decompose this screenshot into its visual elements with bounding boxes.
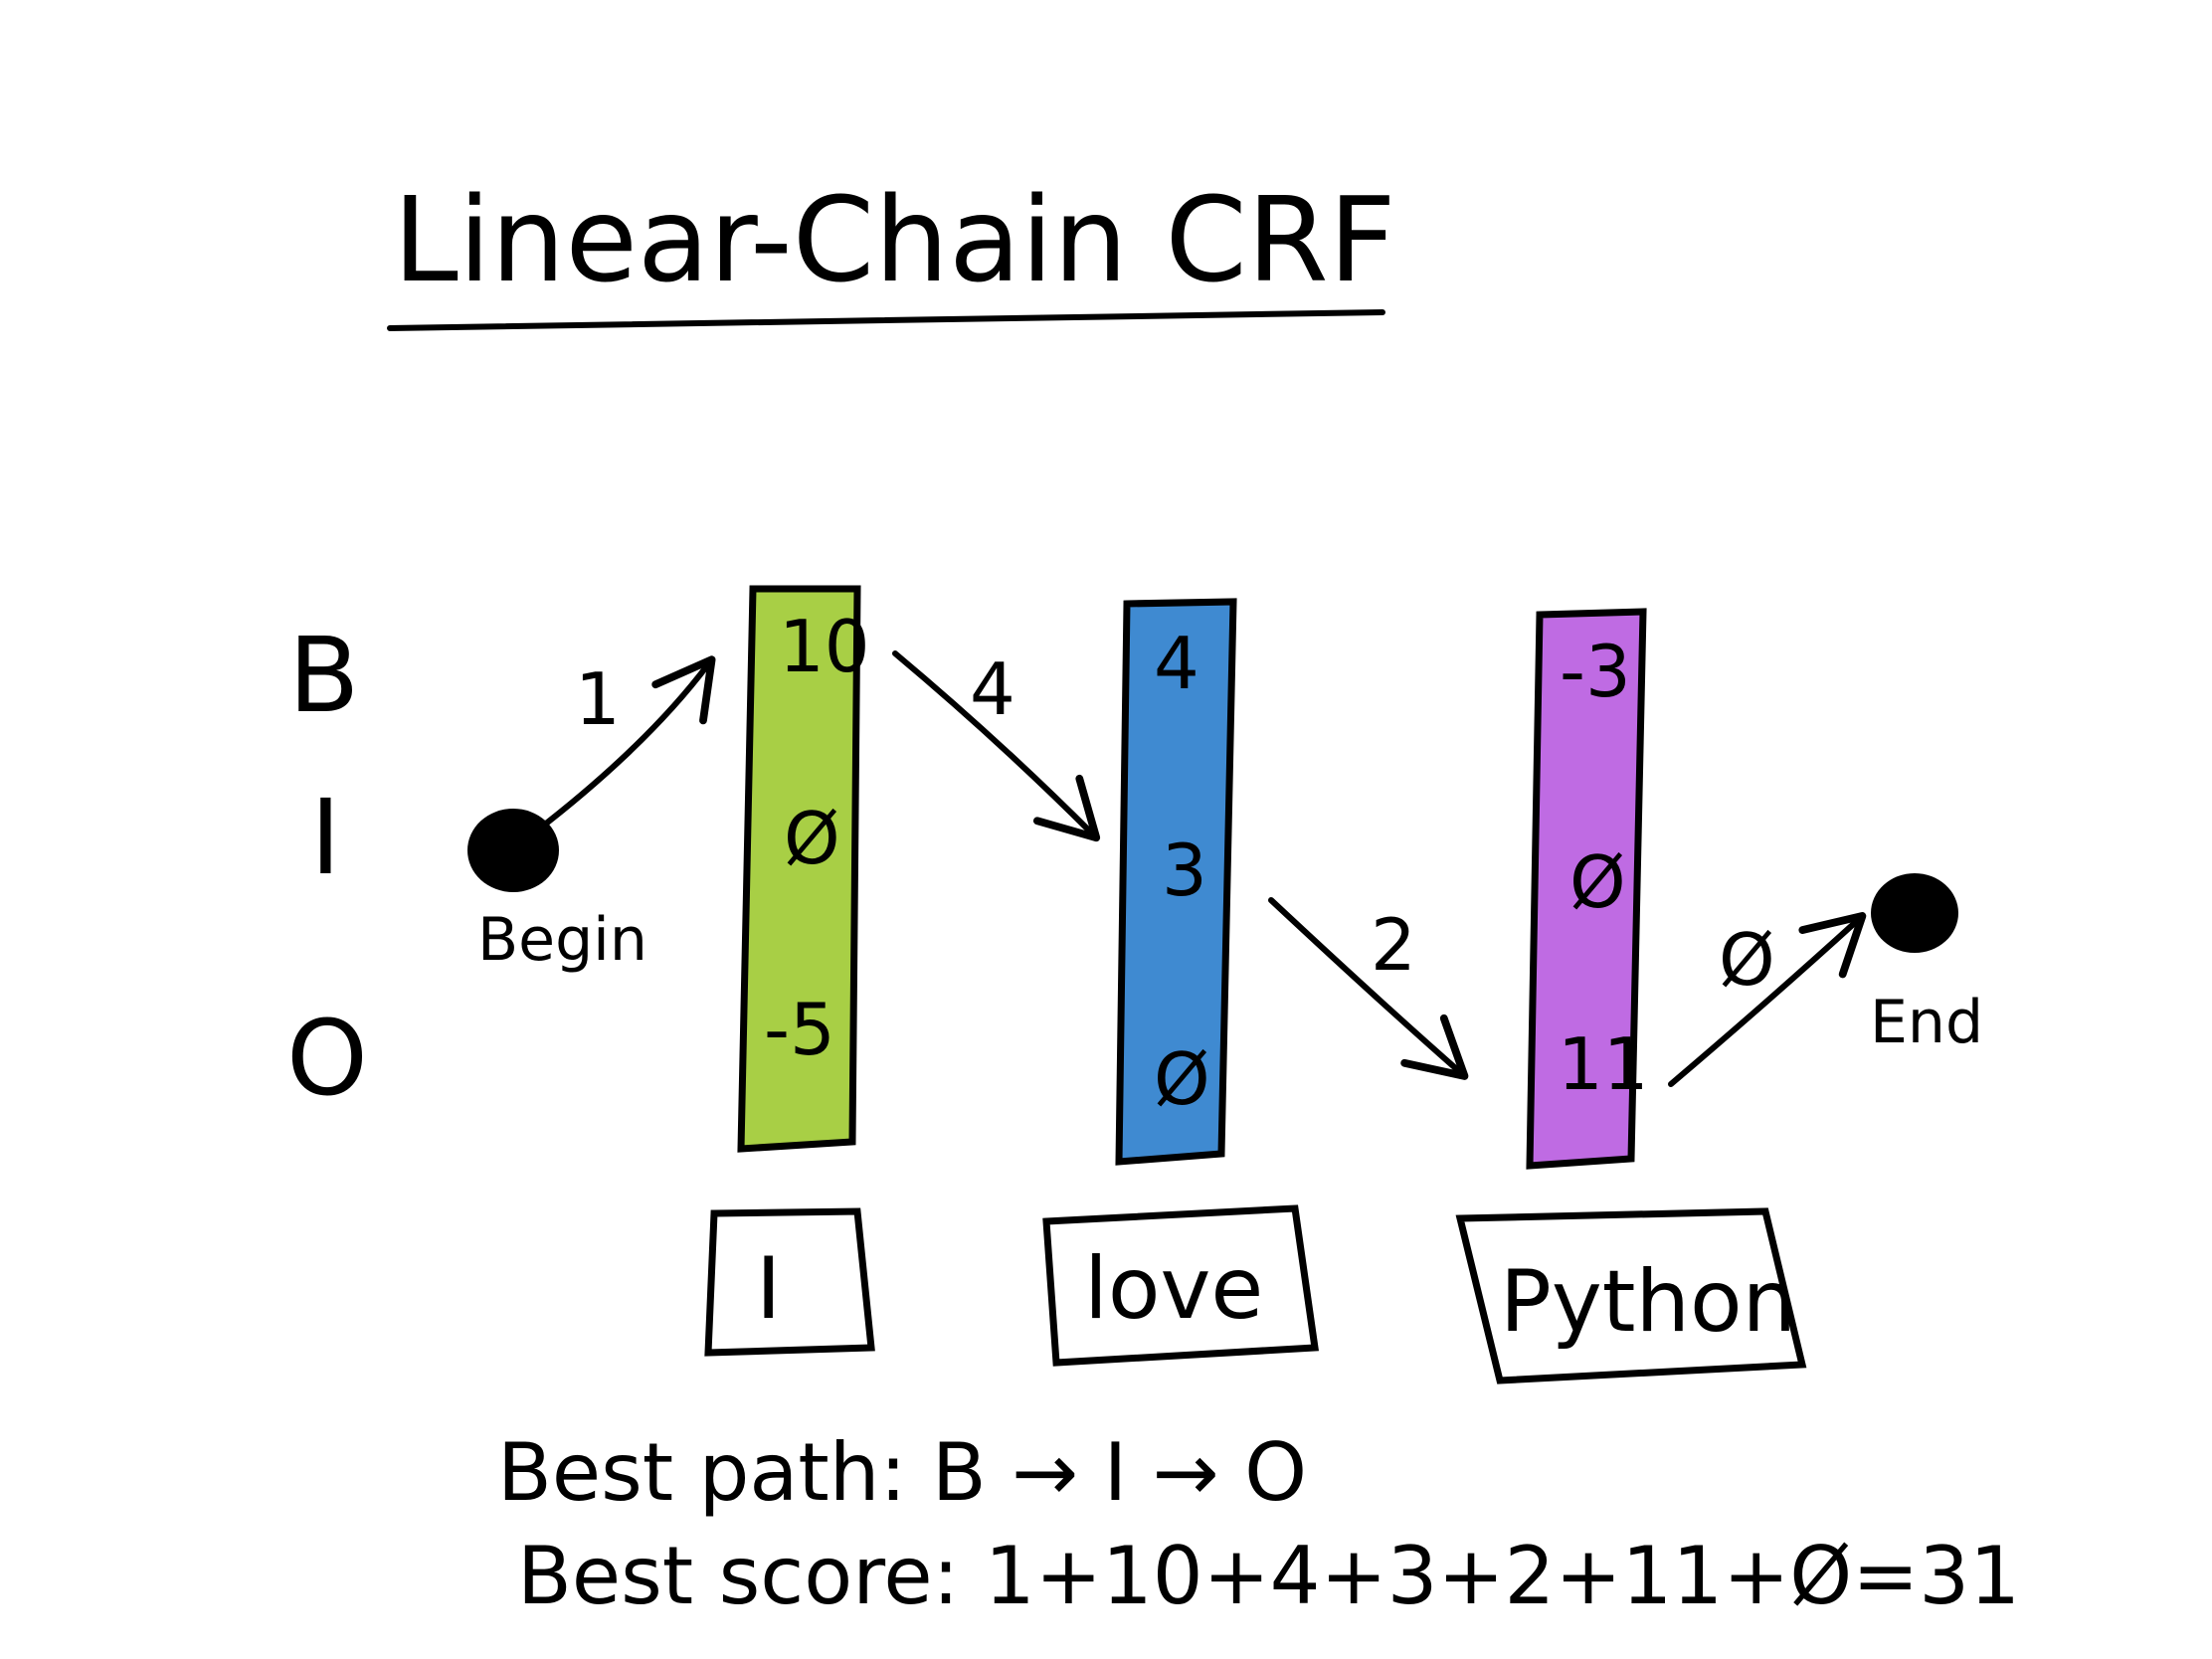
score-col3-i: Ø: [1569, 840, 1626, 924]
word-box-2: [1042, 1204, 1320, 1367]
transition-weight-0: Ø: [1719, 918, 1775, 1002]
transition-weight-4: 4: [970, 647, 1015, 731]
score-col1-o: -5: [764, 988, 835, 1071]
score-col2-i: 3: [1162, 829, 1207, 912]
transition-arrow-begin-b: [534, 655, 716, 833]
emission-column-2: [1115, 598, 1237, 1166]
score-col3-b: -3: [1560, 630, 1631, 713]
word-label-2: love: [1084, 1239, 1263, 1339]
transition-arrow-b-i: [892, 650, 1101, 842]
begin-label: Begin: [477, 905, 647, 975]
end-label: End: [1870, 988, 1983, 1057]
word-box-1: [704, 1207, 875, 1357]
score-col3-o: 11: [1558, 1022, 1649, 1106]
emission-column-3: [1526, 608, 1647, 1170]
word-label-1: I: [756, 1239, 781, 1339]
transition-weight-1: 1: [575, 657, 621, 741]
best-score-text: Best score: 1+10+4+3+2+11+Ø=31: [517, 1530, 2020, 1622]
score-col2-o: Ø: [1154, 1037, 1210, 1121]
transition-weight-2: 2: [1371, 903, 1416, 987]
score-col1-b: 10: [779, 605, 870, 688]
transition-arrow-o-end: [1668, 912, 1867, 1087]
best-path-text: Best path: B → I → O: [497, 1426, 1307, 1519]
score-col2-b: 4: [1154, 622, 1199, 705]
word-box-3: [1455, 1207, 1807, 1384]
score-col1-i: Ø: [784, 797, 840, 880]
tag-label-o: O: [286, 998, 368, 1119]
transition-arrow-i-o: [1268, 897, 1469, 1080]
title-underline: [387, 309, 1385, 331]
emission-column-1: [737, 585, 861, 1153]
diagram-title: Linear-Chain CRF: [393, 171, 1396, 308]
end-node: [1871, 873, 1958, 953]
word-label-3: Python: [1500, 1252, 1796, 1352]
tag-label-b: B: [288, 615, 359, 736]
tag-label-i: I: [310, 777, 341, 898]
